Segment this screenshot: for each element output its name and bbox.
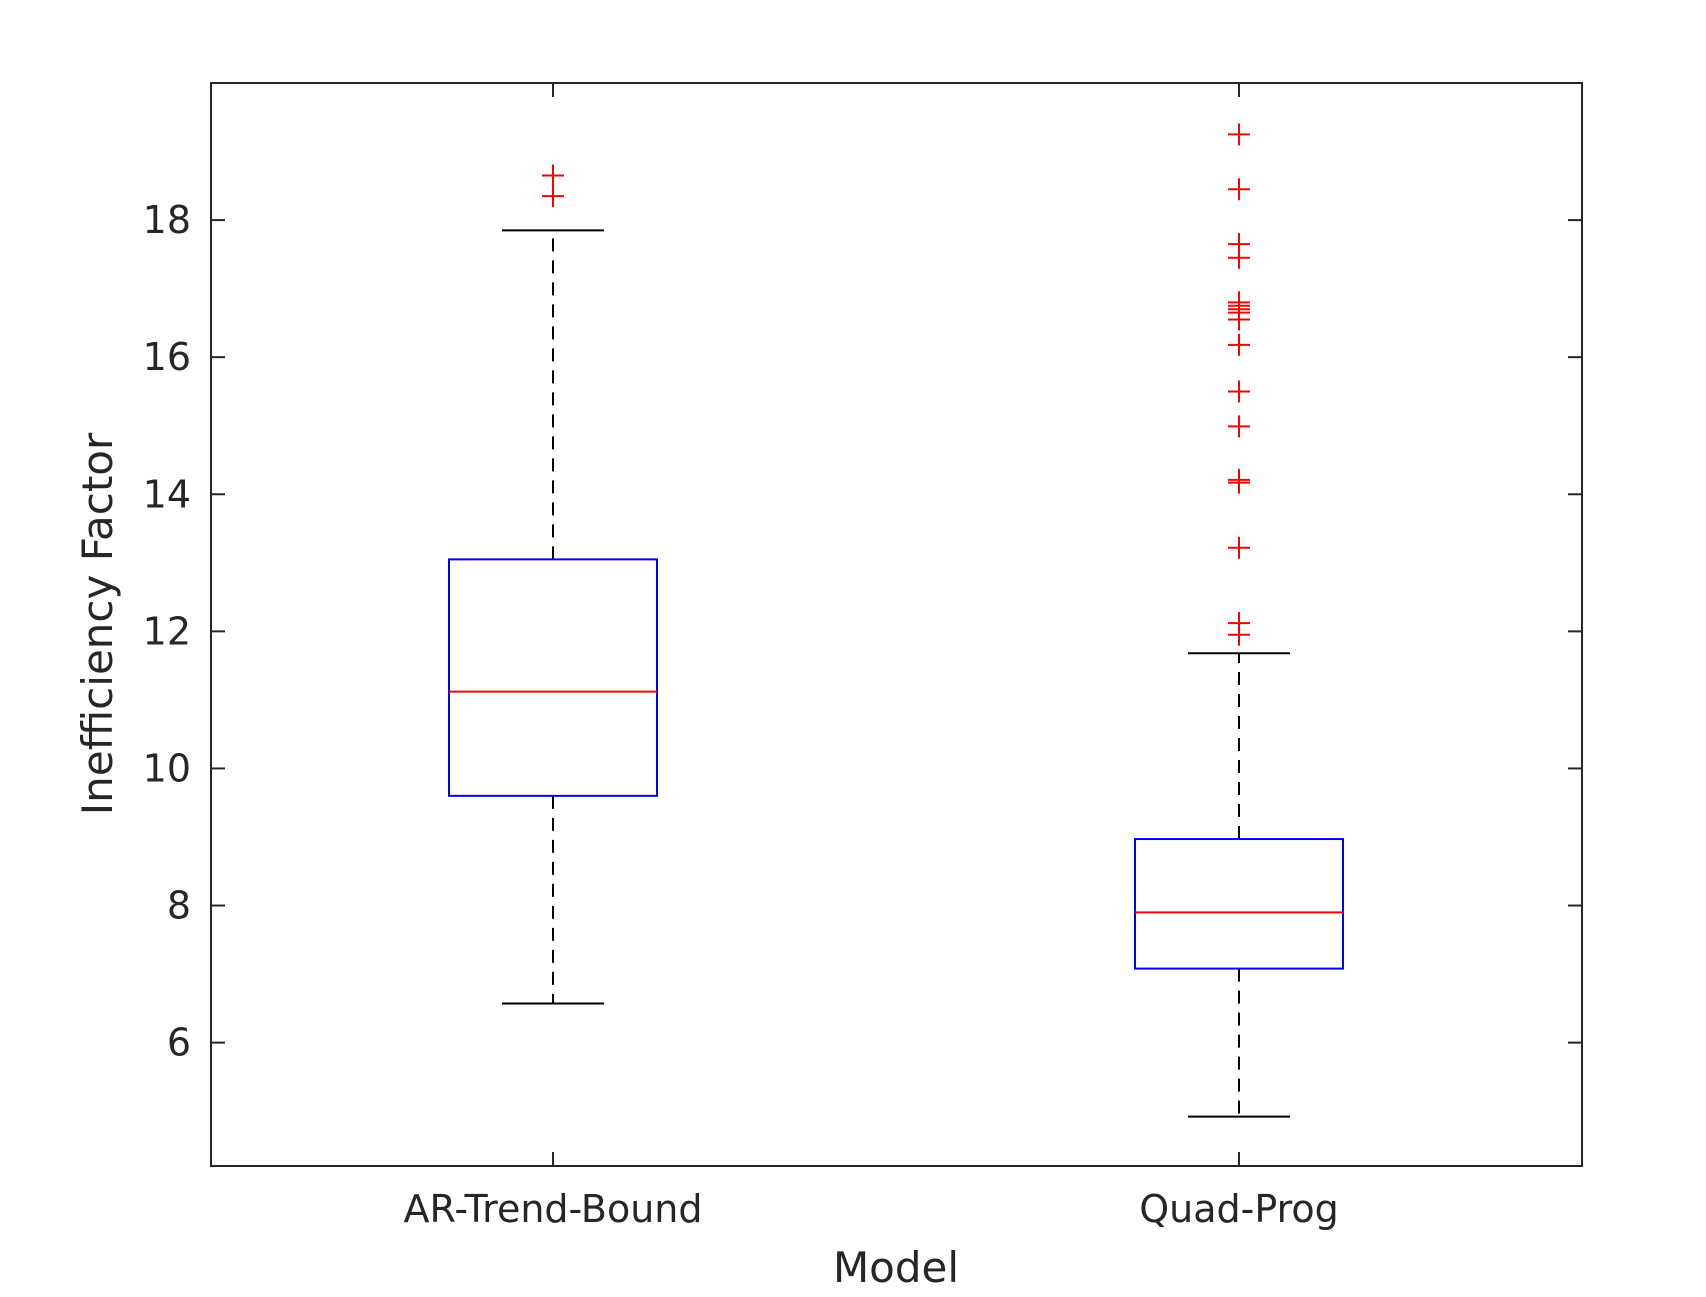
- y-tick-label: 18: [143, 198, 191, 242]
- interquartile-box: [1134, 838, 1344, 970]
- box-group: [448, 164, 658, 1005]
- y-tick-label: 14: [143, 472, 191, 516]
- outlier-marker: [1228, 178, 1250, 201]
- outlier-marker: [542, 164, 564, 187]
- y-tick-label: 12: [143, 609, 191, 653]
- outlier-marker: [1228, 468, 1250, 491]
- outlier-marker: [1228, 415, 1250, 438]
- box-group: [1134, 123, 1344, 1118]
- outlier-marker: [1228, 536, 1250, 559]
- outlier-marker: [1228, 233, 1250, 256]
- y-axis-label: Inefficiency Factor: [73, 432, 122, 815]
- y-tick-label: 8: [167, 884, 191, 928]
- outlier-marker: [1228, 123, 1250, 146]
- plot-area-frame: [210, 82, 1583, 1167]
- tick-layer: [211, 83, 1582, 1166]
- outlier-marker: [1228, 380, 1250, 403]
- y-tick-label: 16: [143, 335, 191, 379]
- outlier-marker: [1228, 333, 1250, 356]
- box-layer: [448, 123, 1344, 1118]
- outlier-marker: [542, 185, 564, 208]
- x-tick-label: Quad-Prog: [1139, 1187, 1339, 1231]
- tick-label-layer: 6 8 10 12 14 16 18 AR-Trend-Bound Quad-Prog: [143, 198, 1339, 1231]
- x-tick-label: AR-Trend-Bound: [403, 1187, 702, 1231]
- interquartile-box: [448, 558, 658, 797]
- y-tick-label: 10: [143, 746, 191, 790]
- outlier-marker: [1228, 291, 1250, 314]
- x-axis-label: Model: [833, 1243, 959, 1292]
- outlier-marker: [1228, 612, 1250, 635]
- y-tick-label: 6: [167, 1021, 191, 1065]
